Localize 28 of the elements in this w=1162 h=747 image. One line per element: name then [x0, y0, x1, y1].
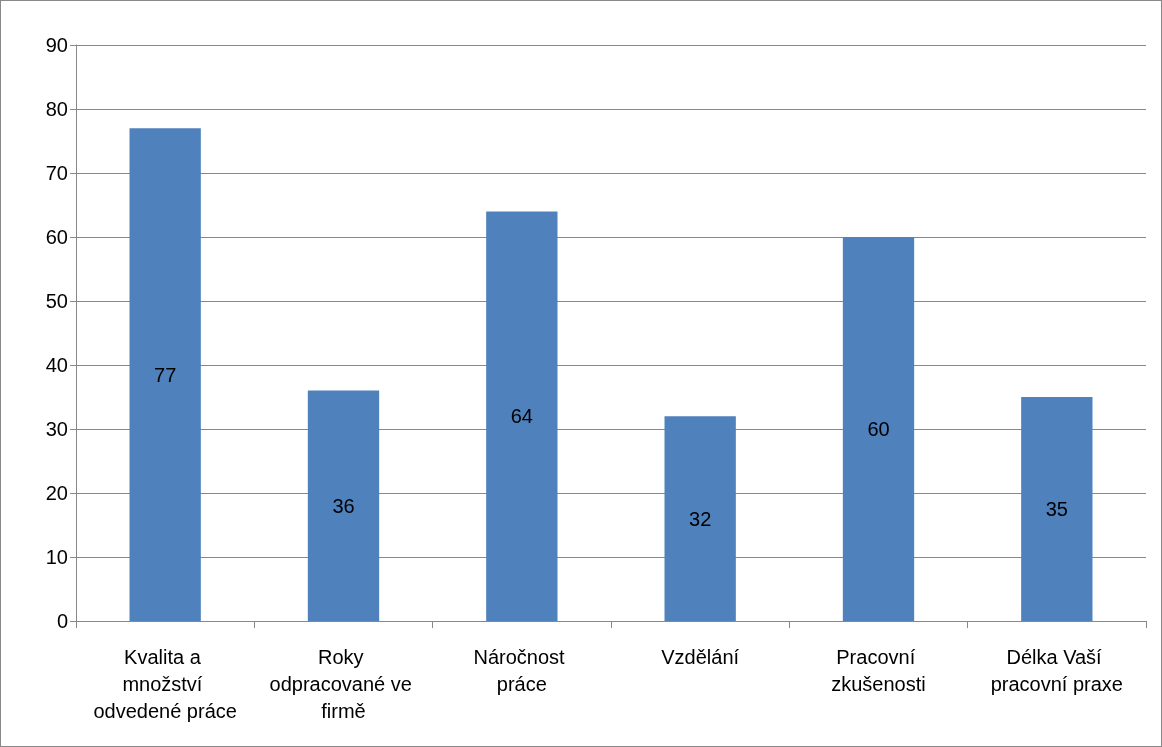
bar	[129, 128, 201, 621]
bar	[664, 416, 736, 621]
x-tick-label: Délka Vaší pracovní praxe	[990, 645, 1123, 695]
bar	[486, 211, 558, 621]
y-tick-label: 50	[45, 290, 68, 312]
data-label: 36	[332, 494, 355, 517]
data-label: 32	[689, 507, 712, 530]
y-tick-label: 80	[45, 98, 68, 120]
bar	[307, 390, 380, 621]
bar	[842, 237, 915, 621]
data-label: 77	[154, 363, 177, 386]
data-label: 35	[1045, 498, 1068, 520]
y-tick-label: 10	[45, 546, 68, 568]
data-label: 60	[867, 418, 890, 440]
y-tick-label: 30	[45, 418, 68, 440]
x-tick-label: Vzdělání	[661, 645, 740, 668]
x-tick-label: Pracovní zkušenosti	[831, 645, 926, 695]
y-tick-label: 20	[45, 482, 68, 504]
x-tick-label: Kvalita a množství odvedené práce	[93, 645, 237, 722]
x-tick-label: Roky odpracované ve firmě	[269, 645, 418, 722]
y-tick-label: 60	[45, 226, 68, 248]
y-tick-label: 90	[45, 34, 68, 56]
y-tick-label: 0	[56, 610, 68, 632]
bar	[1021, 397, 1093, 621]
y-tick-label: 70	[45, 162, 68, 184]
y-tick-label: 40	[45, 354, 68, 376]
data-label: 64	[510, 405, 533, 428]
x-tick-label: Náročnost práce	[473, 645, 571, 695]
